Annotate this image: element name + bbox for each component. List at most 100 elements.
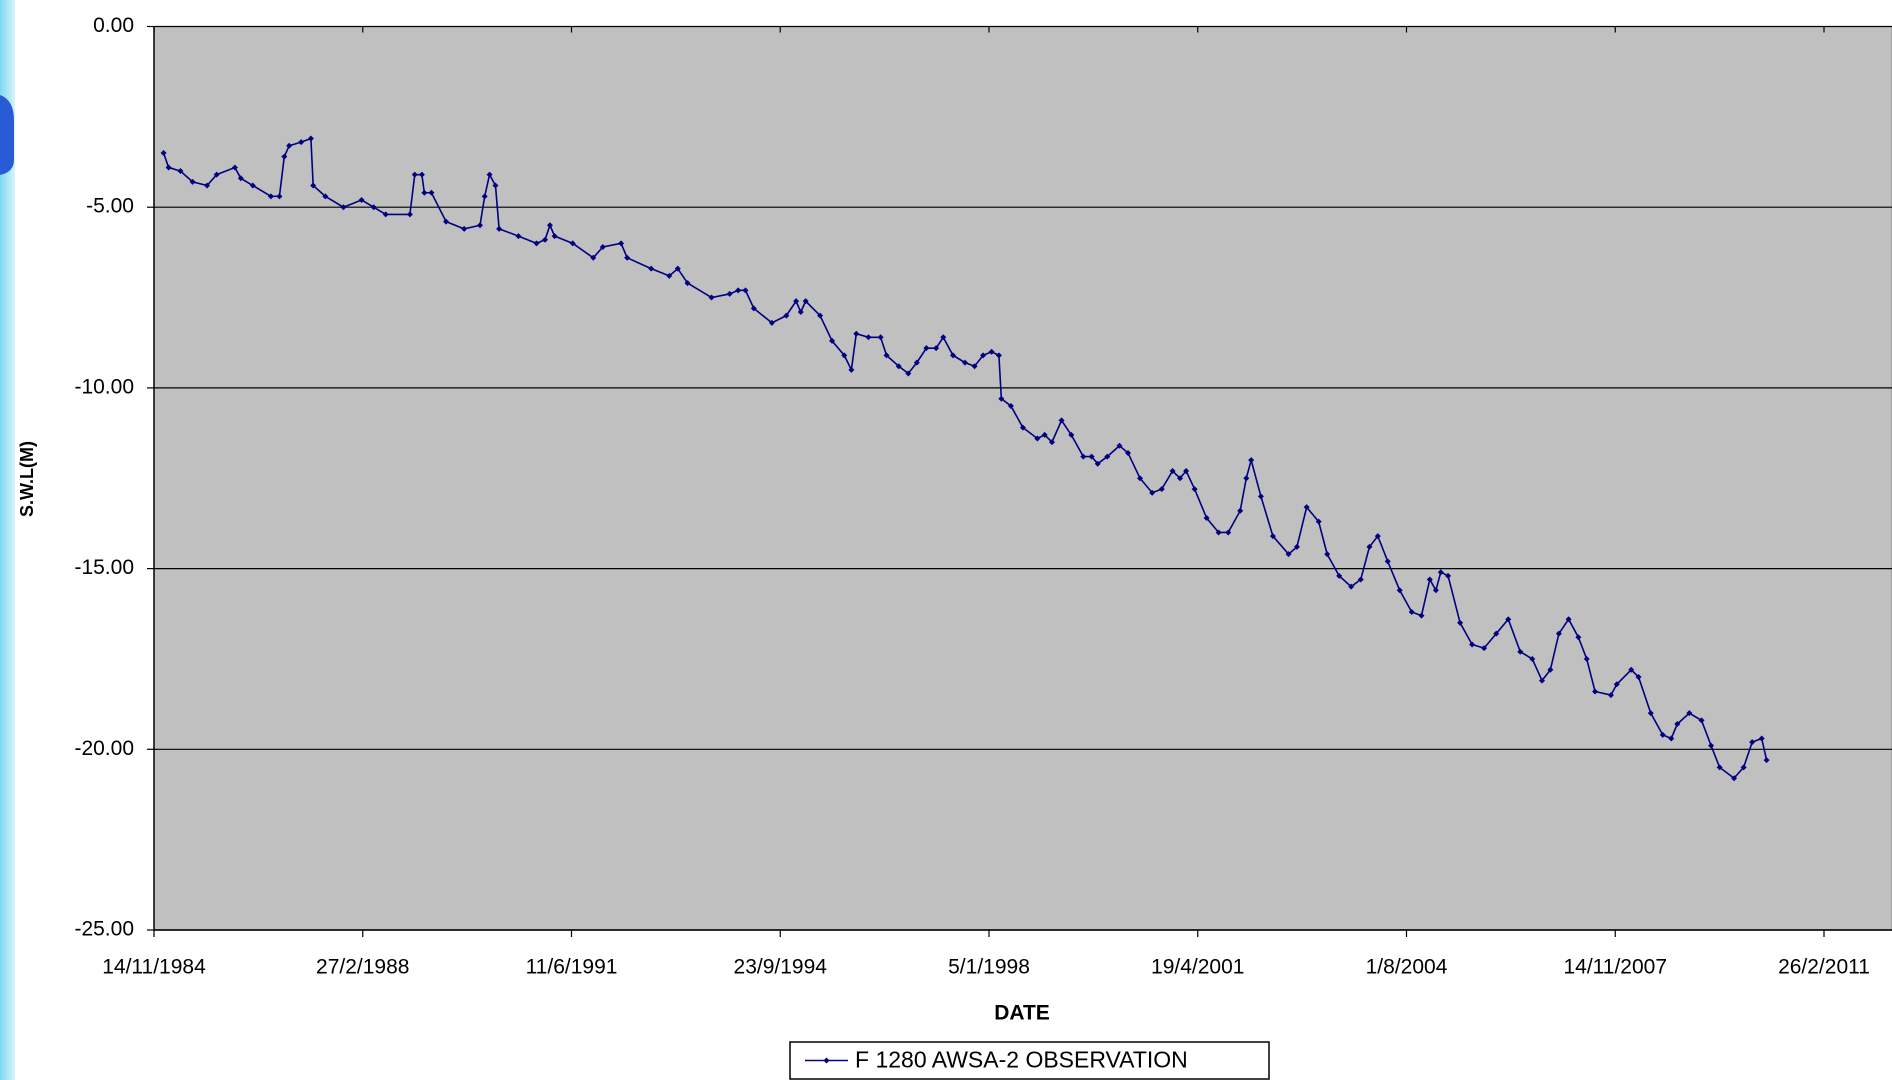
data-point	[1257, 493, 1264, 500]
data-point	[213, 171, 220, 178]
data-point	[1396, 587, 1403, 594]
data-point	[542, 236, 549, 243]
data-point	[742, 287, 749, 294]
data-point	[370, 204, 377, 211]
data-point	[1136, 475, 1143, 482]
data-point	[307, 135, 314, 142]
data-point	[551, 233, 558, 240]
data-point	[1041, 431, 1048, 438]
data-point	[684, 280, 691, 287]
x-tick-label: 11/6/1991	[526, 956, 618, 979]
data-point	[1674, 721, 1681, 728]
data-point	[418, 171, 425, 178]
data-point	[783, 312, 790, 319]
x-tick-label: 27/2/1988	[316, 956, 409, 979]
data-point	[1269, 533, 1276, 540]
data-point	[802, 298, 809, 305]
data-point	[1203, 515, 1210, 522]
data-point	[1716, 764, 1723, 771]
data-point	[249, 182, 256, 189]
data-point	[1094, 460, 1101, 467]
x-tick-label: 5/1/1998	[948, 956, 1030, 979]
data-point	[848, 366, 855, 373]
data-point	[496, 225, 503, 232]
y-tick-label: -5.00	[86, 195, 134, 218]
data-point	[382, 211, 389, 218]
data-point	[1384, 558, 1391, 565]
data-point	[461, 225, 468, 232]
data-point	[486, 171, 493, 178]
y-tick-label: -15.00	[74, 556, 134, 579]
data-point	[1457, 619, 1464, 626]
data-point	[1432, 587, 1439, 594]
data-point	[841, 352, 848, 359]
data-point	[310, 182, 317, 189]
window-edge-tab	[0, 95, 14, 175]
data-point	[708, 294, 715, 301]
data-point	[237, 175, 244, 182]
y-axis-title: S.W.L(M)	[17, 441, 37, 517]
data-point	[1493, 630, 1500, 637]
data-point	[1517, 648, 1524, 655]
data-point	[286, 142, 293, 149]
data-point	[1183, 468, 1190, 475]
data-point	[1763, 757, 1770, 764]
data-point	[1158, 486, 1165, 493]
data-point	[883, 352, 890, 359]
data-point	[1659, 731, 1666, 738]
data-point	[933, 345, 940, 352]
data-point	[624, 254, 631, 261]
y-tick-label: -25.00	[74, 918, 134, 941]
data-point	[1248, 457, 1255, 464]
y-tick-label: -20.00	[74, 737, 134, 760]
data-point	[1149, 489, 1156, 496]
data-point	[546, 222, 553, 229]
data-point	[177, 168, 184, 175]
plot-area	[153, 26, 1892, 931]
x-tick-label: 19/4/2001	[1151, 956, 1244, 979]
data-point	[1749, 739, 1756, 746]
data-point	[1068, 431, 1075, 438]
data-point	[1048, 439, 1055, 446]
data-point	[980, 352, 987, 359]
data-point	[1088, 453, 1095, 460]
data-point	[492, 182, 499, 189]
data-point	[940, 334, 947, 341]
data-point	[1237, 507, 1244, 514]
data-point	[961, 359, 968, 366]
data-point	[428, 189, 435, 196]
y-tick-label: 0.00	[93, 14, 134, 37]
data-point	[1529, 655, 1536, 662]
data-point	[1731, 775, 1738, 782]
data-point	[829, 337, 836, 344]
data-point	[995, 352, 1002, 359]
data-point	[988, 348, 995, 355]
data-point	[1177, 475, 1184, 482]
data-point	[1336, 572, 1343, 579]
data-point	[1445, 572, 1452, 579]
data-point	[231, 164, 238, 171]
data-point	[1469, 641, 1476, 648]
grid	[154, 25, 1892, 931]
data-point	[1315, 518, 1322, 525]
data-point	[674, 265, 681, 272]
data-point	[1408, 608, 1415, 615]
data-point	[1635, 674, 1642, 681]
data-point	[768, 319, 775, 326]
data-point	[865, 334, 872, 341]
data-point	[421, 189, 428, 196]
x-tick-label: 1/8/2004	[1366, 956, 1448, 979]
data-point	[1575, 634, 1582, 641]
data-point	[1225, 529, 1232, 536]
data-point	[1583, 655, 1590, 662]
data-point	[1034, 435, 1041, 442]
data-point	[1426, 576, 1433, 583]
data-point	[569, 240, 576, 247]
x-axis-title: DATE	[994, 1002, 1050, 1025]
data-point	[1243, 475, 1250, 482]
data-point	[1708, 742, 1715, 749]
data-point	[1740, 764, 1747, 771]
data-point	[1019, 424, 1026, 431]
data-point	[923, 345, 930, 352]
data-point	[618, 240, 625, 247]
